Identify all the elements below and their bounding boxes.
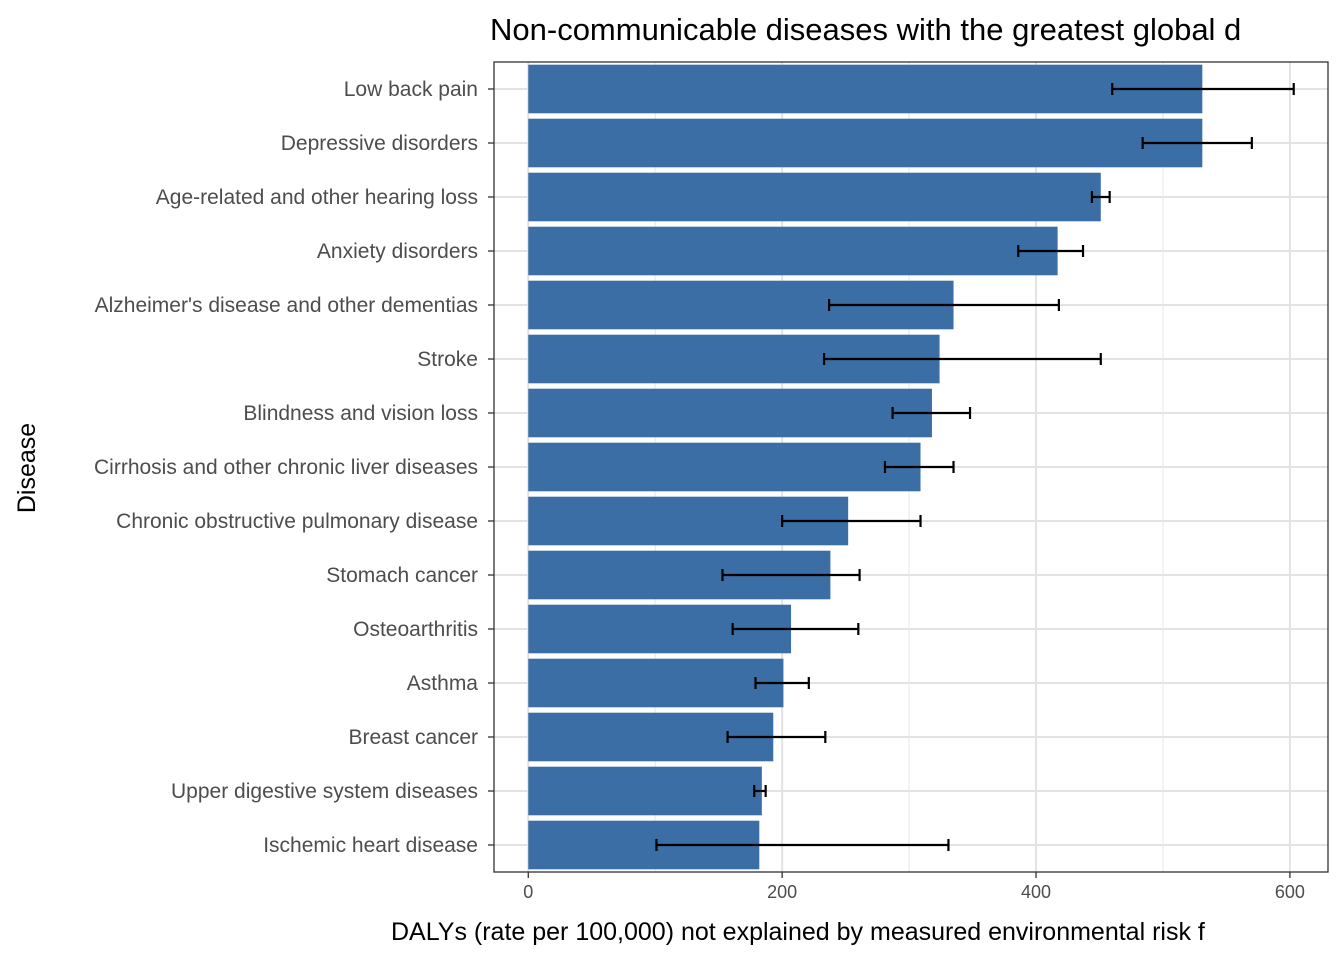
y-tick-label: Low back pain [344, 78, 478, 101]
bar [528, 172, 1101, 222]
y-tick-label: Upper digestive system diseases [171, 780, 478, 803]
chart-title: Non-communicable diseases with the great… [490, 12, 1241, 47]
y-tick-label: Ischemic heart disease [263, 834, 478, 857]
y-tick-label: Osteoarthritis [353, 618, 478, 641]
y-tick-label: Age-related and other hearing loss [156, 186, 478, 209]
bar [528, 64, 1203, 114]
y-tick-label: Chronic obstructive pulmonary disease [116, 510, 478, 533]
bar [528, 442, 921, 492]
x-tick-label: 400 [1021, 882, 1051, 902]
y-tick-label: Asthma [407, 672, 479, 695]
bar [528, 118, 1203, 168]
bar [528, 388, 932, 438]
bar [528, 226, 1058, 276]
y-tick-label: Alzheimer's disease and other dementias [95, 294, 478, 317]
x-tick-label: 200 [767, 882, 797, 902]
bar [528, 766, 762, 816]
x-axis: 0 200 400 600 [523, 872, 1305, 902]
y-axis: Low back pain Depressive disorders Age-rel… [94, 78, 494, 857]
y-tick-label: Anxiety disorders [317, 240, 478, 263]
x-axis-title: DALYs (rate per 100,000) not explained b… [391, 918, 1205, 946]
y-tick-label: Breast cancer [348, 726, 478, 749]
y-tick-label: Stomach cancer [326, 564, 478, 587]
bar [528, 658, 784, 708]
x-tick-label: 0 [523, 882, 533, 902]
y-tick-label: Stroke [417, 348, 478, 371]
y-tick-label: Depressive disorders [281, 132, 478, 155]
error-bars [655, 83, 1295, 851]
y-tick-label: Blindness and vision loss [243, 402, 478, 425]
bars [528, 64, 1203, 870]
y-axis-title: Disease [13, 423, 41, 513]
x-tick-label: 600 [1275, 882, 1305, 902]
y-tick-label: Cirrhosis and other chronic liver diseas… [94, 456, 478, 479]
